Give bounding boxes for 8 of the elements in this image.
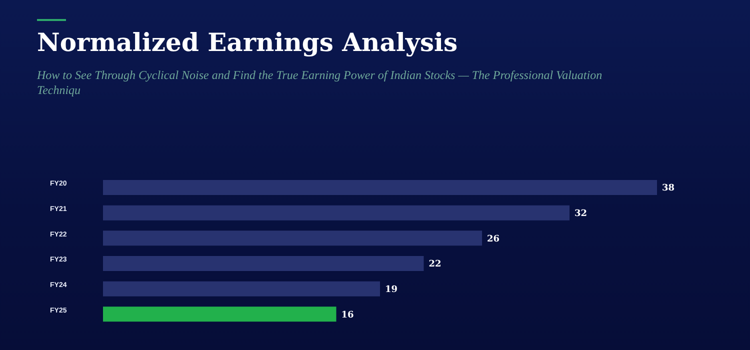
data-label: 26 [487, 234, 500, 244]
data-label: 19 [385, 285, 398, 296]
chart-title: Normalized Earnings Analysis [37, 28, 458, 57]
chart-subtitle: How to See Through Cyclical Noise and Find the True Earning Power of Indian Stocks — The Professional Valuation Techniqu [37, 68, 604, 98]
data-label: 22 [428, 260, 442, 270]
data-label: 32 [574, 209, 588, 220]
data-label: 38 [662, 184, 675, 194]
data-label: 16 [341, 310, 354, 320]
